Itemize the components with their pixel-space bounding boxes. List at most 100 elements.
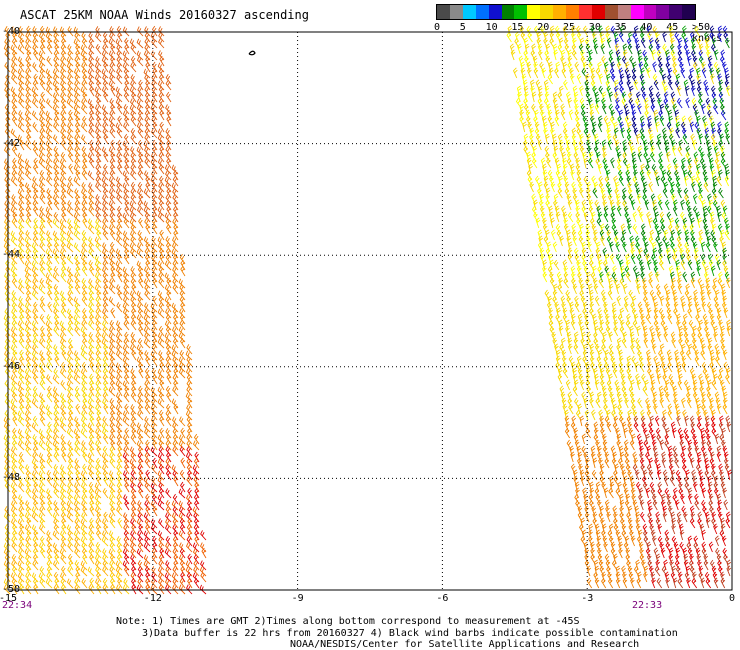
wind-barb xyxy=(108,494,116,505)
wind-barb xyxy=(81,265,88,277)
wind-barb xyxy=(88,427,95,439)
wind-barb xyxy=(46,565,53,577)
wind-barb xyxy=(691,373,697,385)
wind-barb xyxy=(640,37,646,49)
wind-barb xyxy=(171,242,179,253)
wind-barb xyxy=(545,133,550,145)
wind-barb xyxy=(664,199,670,211)
wind-barb xyxy=(122,236,130,247)
wind-barb xyxy=(89,379,95,391)
wind-barb xyxy=(164,332,172,343)
wind-barb xyxy=(159,547,165,559)
wind-barb xyxy=(166,289,172,301)
wind-barb xyxy=(17,92,25,103)
wind-barb xyxy=(25,248,32,259)
wind-barb xyxy=(46,350,53,361)
wind-barb xyxy=(593,283,599,295)
wind-barb xyxy=(158,440,165,451)
wind-barb xyxy=(101,338,109,349)
wind-barb xyxy=(32,253,39,265)
wind-barb xyxy=(19,307,25,319)
wind-barb xyxy=(67,362,74,373)
wind-barb xyxy=(157,158,165,169)
wind-barb xyxy=(123,529,130,541)
wind-barb xyxy=(109,571,116,583)
wind-barb xyxy=(116,494,123,505)
wind-barb xyxy=(193,433,200,445)
wind-barb xyxy=(31,260,39,271)
wind-barb xyxy=(59,218,67,229)
wind-barb xyxy=(158,188,165,199)
wind-barb xyxy=(130,482,137,493)
wind-barb xyxy=(53,266,60,277)
wind-barb xyxy=(145,523,151,535)
wind-barb xyxy=(682,547,688,559)
wind-barb xyxy=(26,49,32,61)
wind-barb xyxy=(25,380,32,391)
wind-barb xyxy=(599,505,604,517)
wind-barb xyxy=(40,547,46,559)
wind-barb xyxy=(639,25,645,37)
wind-barb xyxy=(151,223,158,235)
wind-barb xyxy=(54,577,60,589)
wind-barb xyxy=(622,283,628,295)
wind-barb xyxy=(31,242,39,253)
wind-barb xyxy=(722,487,727,499)
wind-barb xyxy=(32,385,39,397)
wind-barb xyxy=(164,320,172,331)
wind-barb xyxy=(54,349,60,361)
wind-barb xyxy=(25,242,32,253)
wind-speed-legend: 0 5 10 15 20 25 30 35 40 45 >50 knots xyxy=(434,4,736,44)
wind-barb xyxy=(578,523,585,535)
wind-barb xyxy=(87,422,95,433)
wind-barb xyxy=(165,488,172,499)
wind-barb xyxy=(677,49,683,61)
wind-barb xyxy=(523,37,529,49)
wind-barb xyxy=(47,241,53,253)
wind-barb xyxy=(47,289,53,301)
wind-barb xyxy=(137,392,144,403)
wind-barb xyxy=(66,218,74,229)
wind-barb xyxy=(193,523,200,535)
wind-barb xyxy=(46,428,53,439)
wind-barb xyxy=(122,296,130,307)
wind-barb xyxy=(46,325,53,337)
wind-barb xyxy=(74,536,81,547)
wind-barb xyxy=(88,344,95,355)
wind-barb xyxy=(520,31,526,43)
wind-barb xyxy=(172,386,179,397)
y-tick-label: -48 xyxy=(2,472,21,484)
wind-barb xyxy=(53,452,60,463)
wind-barb xyxy=(178,362,186,373)
wind-barb xyxy=(67,44,74,55)
wind-barb xyxy=(648,217,653,229)
wind-barb xyxy=(95,325,102,337)
wind-barb xyxy=(46,152,53,163)
wind-barb xyxy=(24,326,32,337)
wind-barb xyxy=(39,488,46,499)
wind-barb xyxy=(52,230,60,241)
wind-barb xyxy=(150,128,158,139)
wind-barb xyxy=(200,560,207,571)
wind-barb xyxy=(68,313,74,325)
wind-barb xyxy=(157,452,165,463)
wind-barb xyxy=(96,511,102,523)
wind-barb xyxy=(87,152,95,163)
wind-barb xyxy=(67,290,74,301)
wind-barb xyxy=(74,523,81,535)
wind-barb xyxy=(39,169,46,181)
wind-barb xyxy=(194,535,200,547)
wind-barb xyxy=(75,469,81,481)
wind-barb xyxy=(172,433,179,445)
wind-barb xyxy=(193,577,200,589)
wind-barb xyxy=(101,452,109,463)
wind-barb xyxy=(130,373,137,385)
wind-barb xyxy=(81,547,88,559)
wind-barb xyxy=(67,374,74,385)
wind-barb xyxy=(116,127,123,139)
wind-barb xyxy=(661,565,668,577)
wind-barb xyxy=(677,55,684,67)
wind-barb xyxy=(108,176,116,187)
wind-barb xyxy=(564,43,570,55)
wind-barb xyxy=(615,241,620,253)
